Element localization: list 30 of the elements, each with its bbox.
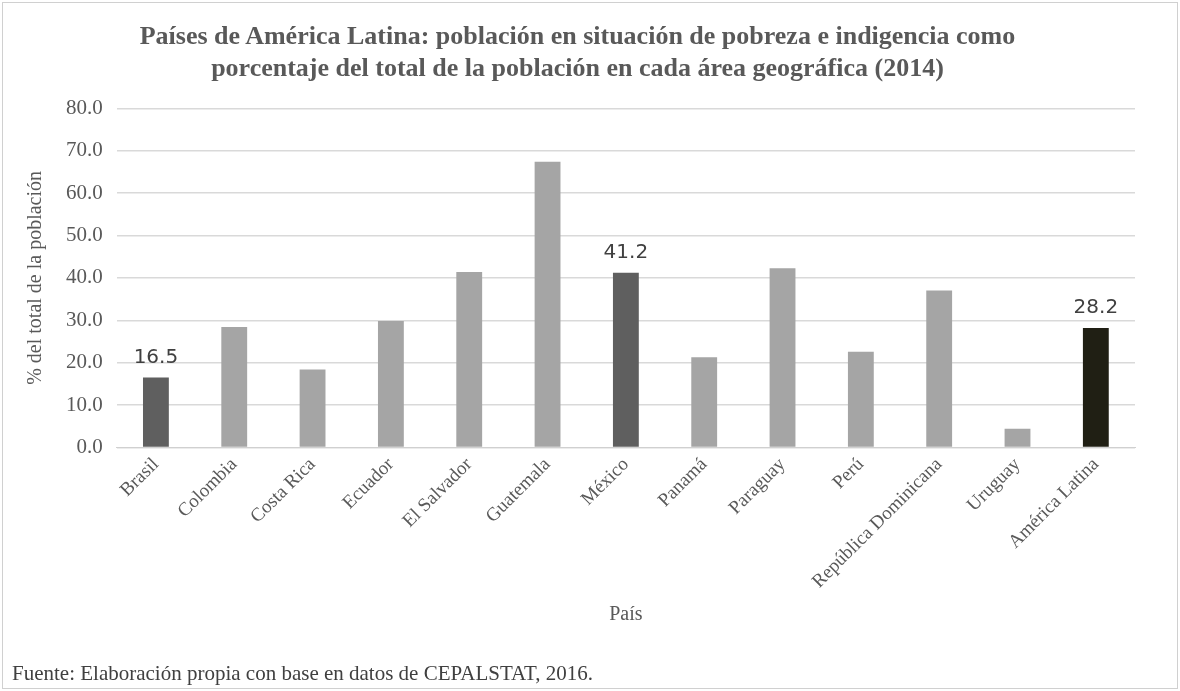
y-tick-label: 0.0 <box>76 433 103 458</box>
bar <box>377 321 404 447</box>
bar <box>612 272 639 447</box>
y-tick-label: 80.0 <box>66 94 103 119</box>
y-tick-label: 60.0 <box>66 179 103 204</box>
y-tick-label: 30.0 <box>66 306 103 331</box>
y-tick-label: 70.0 <box>66 137 103 162</box>
y-tick-label: 10.0 <box>66 391 103 416</box>
data-label: 28.2 <box>1073 294 1119 319</box>
chart-title: Países de América Latina: población en situación de pobreza e indigencia como porcentaje del total de la población en cada área geográfica (2014) <box>139 21 1016 82</box>
data-label: 41.2 <box>603 239 649 264</box>
bar <box>926 290 953 447</box>
bar <box>299 369 326 447</box>
bar <box>456 271 483 447</box>
bar <box>221 327 248 447</box>
x-tick-label: Perú <box>827 452 868 493</box>
data-label: 16.5 <box>133 343 179 368</box>
x-axis-title: País <box>609 602 643 625</box>
bar <box>769 268 796 447</box>
bar <box>142 377 169 447</box>
y-tick-label: 50.0 <box>66 222 103 247</box>
bar <box>1082 327 1109 447</box>
y-axis-title: % del total de la población <box>23 170 47 385</box>
source-note: Fuente: Elaboración propia con base en datos de CEPALSTAT, 2016. <box>12 661 593 685</box>
bar <box>847 351 874 447</box>
bar <box>691 357 718 447</box>
y-tick-label: 20.0 <box>66 349 103 374</box>
bar <box>534 161 561 447</box>
bar <box>1004 428 1031 447</box>
y-tick-label: 40.0 <box>66 264 103 289</box>
